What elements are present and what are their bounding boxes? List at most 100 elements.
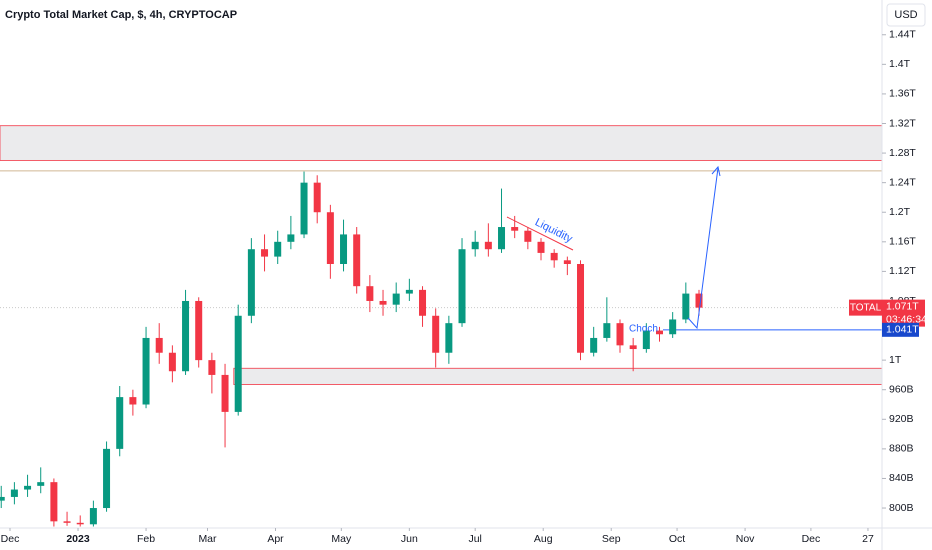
- candle-body: [353, 234, 361, 287]
- candle-body: [445, 323, 453, 353]
- candle-body: [577, 264, 585, 353]
- y-tick-label: 960B: [889, 383, 914, 395]
- candle-body: [524, 230, 532, 242]
- candle-body: [76, 522, 84, 525]
- candle-body: [340, 234, 348, 264]
- y-tick-label: 1T: [889, 354, 902, 366]
- annotation: Choch: [629, 324, 658, 335]
- y-tick-label: 1.28T: [889, 147, 916, 159]
- y-tick-label: 1.4T: [889, 58, 911, 70]
- x-tick-label: Oct: [669, 533, 685, 545]
- symbol-label: TOTAL: [850, 302, 882, 313]
- candle-body: [511, 227, 519, 231]
- candle-body: [616, 323, 624, 346]
- candle-body: [550, 252, 558, 261]
- y-tick-label: 920B: [889, 413, 914, 425]
- candle-body: [234, 315, 242, 412]
- y-tick-label: 1.16T: [889, 236, 916, 248]
- candle-body: [629, 345, 637, 350]
- arrow-head: [711, 165, 721, 177]
- candle-body: [24, 485, 32, 490]
- x-tick-label: 27: [862, 533, 874, 545]
- candle-body: [656, 330, 664, 335]
- candle-body: [221, 374, 229, 412]
- candle-body: [300, 182, 308, 235]
- projection-arrow: [687, 167, 719, 330]
- y-tick-label: 840B: [889, 472, 914, 484]
- candle-body: [37, 482, 45, 486]
- zone: [0, 125, 883, 161]
- plot-area: [0, 125, 883, 527]
- candle-body: [458, 249, 466, 324]
- candle-body: [142, 337, 150, 405]
- y-tick-label: 1.32T: [889, 117, 916, 129]
- x-tick-label: Sep: [602, 533, 621, 545]
- candle-body: [432, 315, 440, 353]
- x-tick-label: Dec: [1, 533, 20, 545]
- countdown: 03:46:34: [886, 313, 927, 325]
- candle-body: [182, 300, 190, 372]
- candle-body: [287, 234, 295, 242]
- candle-body: [471, 241, 479, 250]
- x-tick-label: Jun: [401, 533, 418, 545]
- x-tick-label: Aug: [534, 533, 553, 545]
- x-tick-label: May: [331, 533, 352, 545]
- y-tick-label: 800B: [889, 502, 914, 514]
- y-tick-label: 1.36T: [889, 88, 916, 100]
- candle-body: [89, 508, 97, 525]
- y-tick-label: 880B: [889, 443, 914, 455]
- candle-body: [379, 300, 387, 305]
- currency-box[interactable]: [886, 3, 926, 27]
- candle-body: [10, 489, 18, 497]
- x-tick-label: Mar: [198, 533, 217, 545]
- liquidity-line: [506, 216, 574, 251]
- candle-body: [129, 397, 137, 405]
- candle-body: [168, 352, 176, 372]
- x-tick-label: Feb: [137, 533, 155, 545]
- currency: USD: [894, 9, 917, 21]
- symbol-box: [849, 299, 882, 316]
- candle-body: [50, 482, 58, 522]
- last-price-label: 1.071T: [886, 300, 919, 312]
- candle-body: [116, 397, 124, 449]
- candle-body: [484, 241, 492, 250]
- candle-body: [537, 241, 545, 253]
- x-tick-label: Dec: [802, 533, 821, 545]
- candle-body: [313, 182, 321, 213]
- candle-body: [669, 319, 677, 335]
- candle-body: [195, 300, 203, 361]
- y-tick-label: 1.24T: [889, 176, 916, 188]
- last-price-box: [882, 299, 925, 327]
- y-tick-label: 1.2T: [889, 206, 911, 218]
- candle-body: [498, 227, 506, 250]
- zone: [233, 367, 883, 385]
- x-tick-label: 2023: [66, 533, 90, 545]
- candle-body: [590, 337, 598, 353]
- x-tick-label: Apr: [267, 533, 284, 545]
- candle-body: [63, 521, 71, 523]
- candle-body: [366, 286, 374, 301]
- candle-body: [208, 360, 216, 375]
- candle-body: [419, 289, 427, 316]
- candle-body: [682, 293, 690, 320]
- candle-body: [392, 293, 400, 305]
- candle-body: [261, 249, 269, 257]
- candle-body: [103, 448, 111, 509]
- x-tick-label: Nov: [736, 533, 755, 545]
- candle-body: [326, 212, 334, 264]
- candle-body: [603, 323, 611, 338]
- candle-body: [247, 249, 255, 316]
- candle-body: [0, 496, 5, 501]
- marker-price-label: 1.041T: [886, 324, 919, 336]
- candle-body: [695, 293, 703, 308]
- candle-body: [274, 241, 282, 257]
- y-tick-label: 1.12T: [889, 265, 916, 277]
- y-tick-label: 1.44T: [889, 29, 916, 41]
- candle-body: [405, 289, 413, 294]
- chart-title: Crypto Total Market Cap, $, 4h, CRYPTOCA…: [5, 9, 237, 21]
- candle-body: [155, 337, 163, 353]
- candle-body: [642, 330, 650, 350]
- candle-body: [563, 260, 571, 264]
